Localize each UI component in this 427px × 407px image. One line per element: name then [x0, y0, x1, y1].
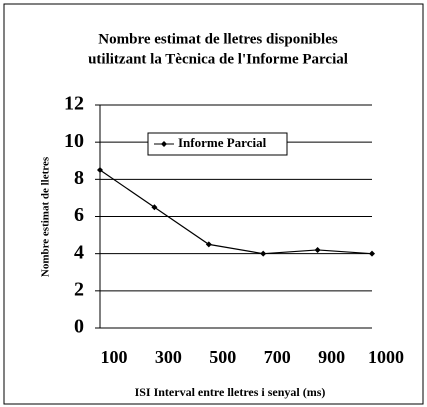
x-tick-label: 700	[264, 347, 291, 367]
y-tick-label: 8	[74, 167, 84, 189]
data-point	[151, 204, 158, 211]
y-axis-label: Nombre estimat de lletres	[40, 156, 52, 277]
data-point	[369, 250, 375, 257]
data-point	[314, 246, 321, 253]
x-tick-label: 100	[101, 347, 128, 367]
data-point	[260, 250, 267, 257]
legend-box	[147, 132, 288, 156]
y-tick-label: 0	[74, 316, 84, 338]
y-tick-label: 6	[74, 204, 84, 226]
chart-title: Nombre estimat de lletres disponibles	[98, 31, 338, 47]
x-tick-label: 500	[209, 347, 236, 367]
legend-marker	[161, 141, 167, 147]
y-tick-label: 10	[64, 130, 84, 152]
chart-frame	[3, 3, 424, 405]
x-tick-label: 1000	[368, 347, 404, 367]
chart-title: utilitzant la Tècnica de l'Informe Parci…	[88, 51, 348, 67]
x-tick-label: 900	[318, 347, 345, 367]
x-axis-label: ISI Interval entre lletres i senyal (ms)	[135, 385, 326, 399]
x-tick-label: 300	[155, 347, 182, 367]
y-tick-label: 12	[64, 93, 84, 115]
series-line	[99, 169, 373, 255]
data-point	[97, 167, 103, 174]
data-point	[205, 241, 212, 248]
y-tick-label: 2	[74, 278, 84, 300]
legend-label: Informe Parcial	[178, 135, 267, 150]
y-tick-label: 4	[74, 241, 84, 263]
